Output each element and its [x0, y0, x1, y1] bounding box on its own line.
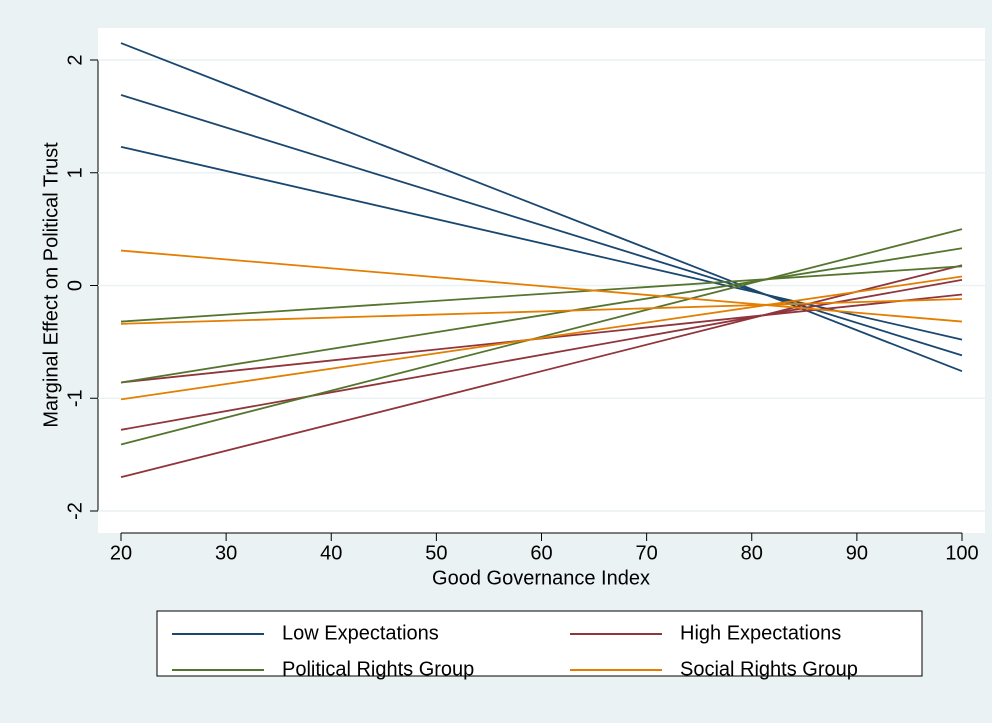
x-tick-label: 90 [846, 542, 868, 564]
x-axis-title: Good Governance Index [432, 567, 650, 589]
series-line [120, 247, 963, 384]
plot-area [98, 28, 985, 533]
series-line [120, 249, 963, 323]
x-tick-label: 100 [945, 542, 978, 564]
x-tick-label: 80 [741, 542, 763, 564]
y-tick-label: -1 [64, 389, 86, 407]
series-line [120, 228, 963, 446]
series-line [120, 264, 963, 479]
series-line [120, 275, 963, 401]
series-line [120, 265, 963, 323]
legend-label: High Expectations [680, 622, 841, 644]
x-tick-label: 60 [530, 542, 552, 564]
x-tick-label: 40 [320, 542, 342, 564]
x-tick-label: 70 [636, 542, 658, 564]
series-line [120, 94, 963, 357]
series-line [120, 298, 963, 325]
series-line [120, 278, 963, 431]
y-tick-label: -2 [64, 502, 86, 520]
legend [156, 610, 923, 677]
legend-label: Social Rights Group [680, 658, 858, 680]
legend-label: Low Expectations [282, 622, 439, 644]
x-tick-label: 50 [425, 542, 447, 564]
y-tick-label: 0 [64, 280, 86, 291]
y-axis-title: Marginal Effect on Political Trust [40, 142, 62, 428]
x-tick-label: 30 [215, 542, 237, 564]
y-tick-label: 1 [64, 167, 86, 178]
series-line [120, 42, 963, 373]
series-line [120, 145, 963, 341]
x-tick-label: 20 [110, 542, 132, 564]
y-tick-label: 2 [64, 54, 86, 65]
legend-label: Political Rights Group [282, 658, 474, 680]
